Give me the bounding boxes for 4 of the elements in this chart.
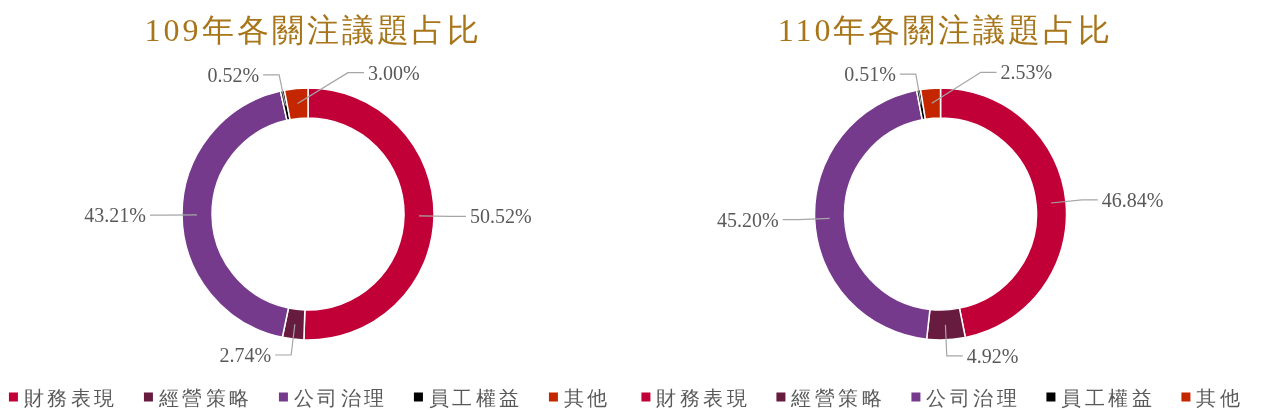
legend-label: 其他: [563, 387, 611, 409]
legend-label: 其他: [1196, 387, 1244, 409]
title: 110年各關注議題占比: [777, 12, 1114, 48]
title: 109年各關注議題占比: [144, 12, 482, 48]
